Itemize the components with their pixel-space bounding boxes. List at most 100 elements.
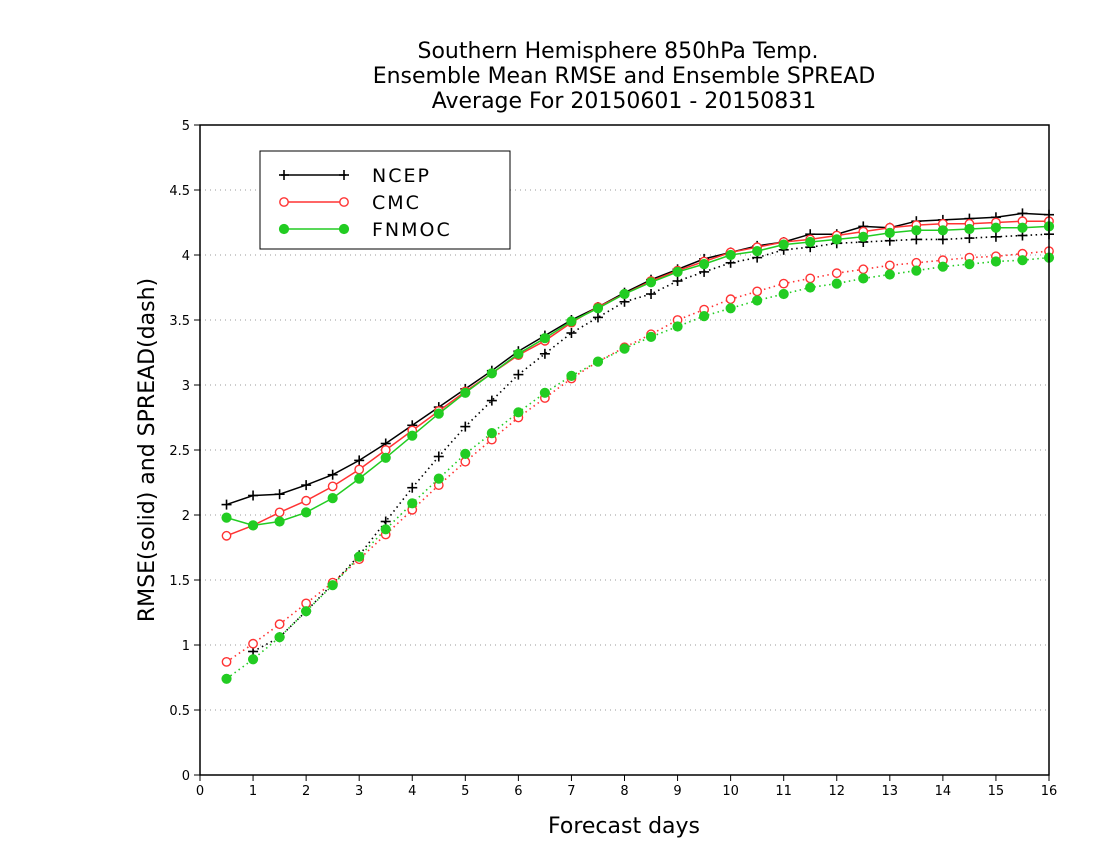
- rmse-line-fnmoc: [226, 225, 1050, 527]
- x-tick-label: 15: [988, 784, 1005, 799]
- spread-point-ncep: [407, 482, 418, 493]
- spread-point-fnmoc: [831, 278, 842, 289]
- y-tick-label: 0.5: [169, 704, 190, 719]
- legend-marker-cmc: [339, 197, 349, 207]
- spread-line-fnmoc: [226, 256, 1050, 680]
- spread-point-fnmoc: [566, 370, 577, 381]
- legend-box: [259, 150, 511, 250]
- series-cmc: [221, 216, 1054, 667]
- series-ncep: [221, 208, 1054, 657]
- spread-point-ncep: [433, 451, 444, 462]
- spread-point-fnmoc: [698, 311, 710, 322]
- legend-item-ncep: NCEP: [279, 165, 429, 187]
- rmse-point-fnmoc: [964, 223, 975, 235]
- spread-point-fnmoc: [354, 551, 365, 562]
- spread-point-fnmoc: [247, 654, 259, 665]
- rmse-point-fnmoc: [937, 225, 948, 236]
- spread-point-ncep: [911, 234, 922, 245]
- rmse-point-ncep: [327, 469, 338, 480]
- y-tick-label: 1: [182, 639, 190, 654]
- rmse-point-fnmoc: [831, 234, 842, 245]
- rmse-point-fnmoc: [592, 303, 604, 314]
- legend: NCEP CMC FNMOC: [259, 150, 511, 250]
- spread-point-ncep: [566, 328, 577, 338]
- x-tick-label: 6: [514, 784, 522, 799]
- chart-title: Southern Hemisphere 850hPa Temp. Ensembl…: [373, 39, 876, 114]
- spread-point-fnmoc: [990, 256, 1002, 267]
- rmse-point-fnmoc: [725, 249, 736, 261]
- rmse-point-fnmoc: [274, 516, 285, 527]
- rmse-point-fnmoc: [805, 236, 816, 248]
- legend-label-cmc: CMC: [372, 192, 421, 214]
- rmse-point-fnmoc: [539, 333, 551, 344]
- spread-point-ncep: [592, 312, 603, 323]
- rmse-point-fnmoc: [380, 452, 391, 463]
- rmse-point-cmc: [274, 507, 285, 518]
- spread-point-cmc: [274, 619, 285, 630]
- x-tick-label: 2: [302, 784, 310, 799]
- legend-marker-ncep: [279, 170, 289, 180]
- rmse-line-ncep: [226, 212, 1050, 506]
- spread-point-ncep: [646, 289, 657, 299]
- rmse-point-fnmoc: [407, 430, 418, 441]
- legend-marker-ncep: [339, 170, 349, 180]
- spread-point-fnmoc: [619, 343, 630, 354]
- title-line-2: Ensemble Mean RMSE and Ensemble SPREAD: [373, 64, 876, 89]
- spread-point-fnmoc: [937, 261, 948, 272]
- axis-ticks: 00.511.522.533.544.550 1 2 3 4 5 6 7 8 9 10 11 12 13 1…: [169, 119, 1057, 799]
- y-tick-label: 2: [182, 509, 190, 524]
- rmse-point-ncep: [248, 490, 259, 501]
- title-line-1: Southern Hemisphere 850hPa Temp.: [418, 39, 819, 64]
- x-tick-label: 16: [1041, 784, 1058, 799]
- rmse-point-cmc: [354, 464, 365, 475]
- spread-point-cmc: [778, 278, 789, 289]
- rmse-point-fnmoc: [698, 259, 710, 270]
- spread-point-fnmoc: [752, 295, 763, 306]
- rmse-point-cmc: [301, 495, 312, 506]
- rmse-point-fnmoc: [778, 239, 789, 250]
- spread-point-fnmoc: [513, 407, 524, 418]
- rmse-point-cmc: [221, 530, 232, 541]
- y-tick-label: 4: [182, 249, 190, 264]
- spread-point-fnmoc: [778, 288, 789, 300]
- legend-marker-cmc: [279, 197, 289, 207]
- spread-point-fnmoc: [725, 303, 736, 314]
- grid-lines: [200, 189, 1049, 711]
- rmse-point-fnmoc: [301, 507, 312, 518]
- rmse-point-fnmoc: [672, 266, 683, 277]
- legend-label-fnmoc: FNMOC: [372, 219, 452, 241]
- spread-point-ncep: [486, 395, 497, 406]
- spread-point-cmc: [884, 260, 895, 271]
- y-tick-label: 3: [182, 379, 190, 394]
- rmse-point-fnmoc: [247, 520, 259, 531]
- legend-item-cmc: CMC: [279, 192, 421, 214]
- title-line-3: Average For 20150601 - 20150831: [432, 89, 817, 114]
- spread-point-ncep: [990, 231, 1001, 242]
- x-tick-label: 4: [408, 784, 416, 799]
- x-tick-label: 0: [196, 784, 204, 799]
- spread-point-fnmoc: [964, 259, 975, 270]
- x-tick-label: 10: [722, 784, 739, 799]
- rmse-point-ncep: [221, 499, 232, 510]
- spread-point-cmc: [831, 268, 842, 279]
- spread-point-fnmoc: [805, 282, 816, 293]
- rmse-point-fnmoc: [486, 368, 497, 379]
- rmse-point-fnmoc: [911, 225, 922, 236]
- y-tick-label: 5: [182, 119, 190, 134]
- spread-point-cmc: [725, 294, 736, 305]
- spread-point-fnmoc: [486, 428, 497, 439]
- spread-point-fnmoc: [274, 632, 285, 643]
- spread-point-fnmoc: [460, 448, 471, 459]
- rmse-point-cmc: [327, 481, 338, 492]
- x-tick-label: 3: [355, 784, 363, 799]
- legend-item-fnmoc: FNMOC: [278, 219, 452, 241]
- rmse-point-fnmoc: [513, 348, 524, 359]
- spread-point-fnmoc: [301, 606, 312, 617]
- spread-point-fnmoc: [380, 524, 391, 535]
- rmse-point-fnmoc: [460, 387, 471, 398]
- y-tick-label: 3.5: [169, 314, 190, 329]
- spread-point-fnmoc: [858, 273, 869, 284]
- x-tick-label: 8: [620, 784, 628, 799]
- rmse-point-ncep: [354, 455, 365, 466]
